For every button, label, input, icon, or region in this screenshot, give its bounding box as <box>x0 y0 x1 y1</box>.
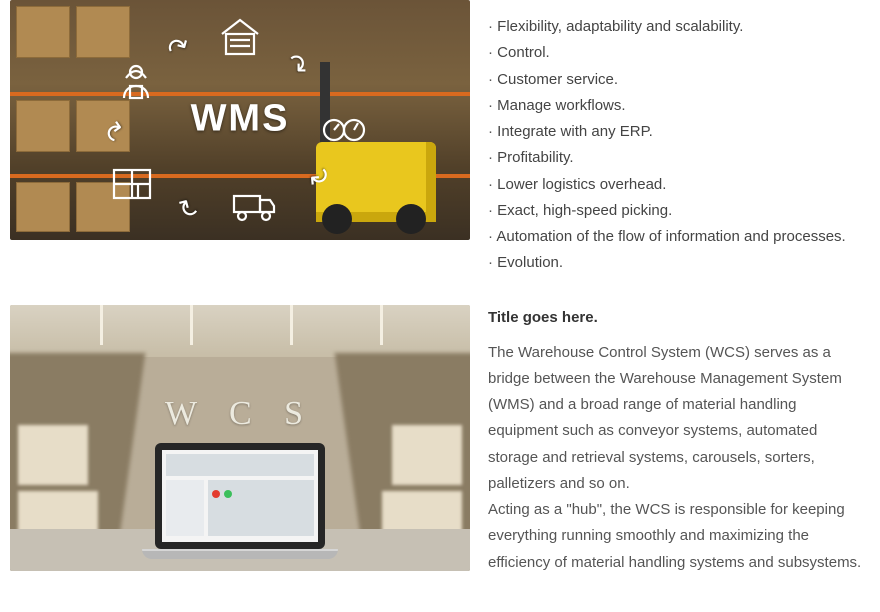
list-item: Control. <box>488 40 870 66</box>
wcs-banner: W C S <box>10 305 470 571</box>
list-item: Automation of the flow of information an… <box>488 224 870 250</box>
list-item: Exact, high-speed picking. <box>488 198 870 224</box>
gauge-icon <box>320 106 368 150</box>
wms-label: WMS <box>191 98 290 141</box>
wcs-paragraph: Acting as a "hub", the WCS is responsibl… <box>488 497 870 576</box>
laptop-screen <box>162 450 318 542</box>
cycle-arrow: ↷ <box>298 157 336 194</box>
wcs-paragraph: The Warehouse Control System (WCS) serve… <box>488 340 870 498</box>
warehouse-icon <box>216 14 264 58</box>
wcs-text-column: Title goes here. The Warehouse Control S… <box>488 305 870 576</box>
wms-image: WMS ↷ ↷ ↷ <box>10 0 470 240</box>
cycle-arrow: ↷ <box>100 118 134 145</box>
list-item: Flexibility, adaptability and scalabilit… <box>488 14 870 40</box>
list-item: Evolution. <box>488 250 870 276</box>
cycle-arrow: ↷ <box>172 187 206 225</box>
wcs-image: W C S <box>10 305 470 571</box>
wms-cycle-diagram: WMS ↷ ↷ ↷ <box>100 10 380 230</box>
cycle-arrow: ↷ <box>278 47 315 84</box>
wcs-title: Title goes here. <box>488 309 870 326</box>
wcs-row: W C S Title goes here. The Warehouse Con… <box>0 305 880 576</box>
wcs-label: W C S <box>165 395 315 433</box>
worker-icon <box>112 58 160 102</box>
status-dot-green <box>224 490 232 498</box>
status-dot-red <box>212 490 220 498</box>
list-item: Manage workflows. <box>488 93 870 119</box>
list-item: Profitability. <box>488 145 870 171</box>
list-item: Lower logistics overhead. <box>488 172 870 198</box>
wms-row: WMS ↷ ↷ ↷ <box>0 0 880 277</box>
wms-banner: WMS ↷ ↷ ↷ <box>10 0 470 240</box>
truck-icon <box>230 182 278 226</box>
laptop-icon <box>142 443 338 559</box>
floorplan-icon <box>108 162 156 206</box>
list-item: Integrate with any ERP. <box>488 119 870 145</box>
wms-text-column: Flexibility, adaptability and scalabilit… <box>488 0 870 277</box>
wms-bullet-list: Flexibility, adaptability and scalabilit… <box>488 14 870 277</box>
list-item: Customer service. <box>488 67 870 93</box>
cycle-arrow: ↷ <box>162 29 196 67</box>
